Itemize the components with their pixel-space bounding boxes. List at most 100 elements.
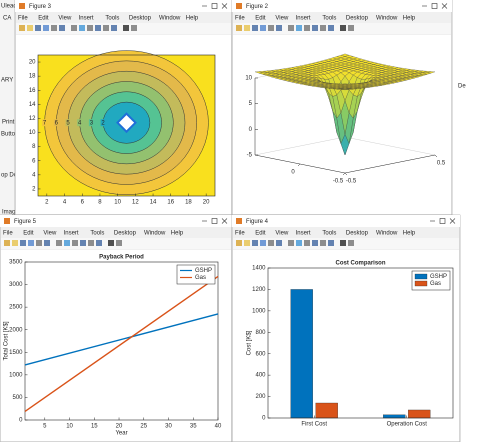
close-button[interactable]	[449, 218, 456, 224]
toolbar-button[interactable]	[276, 25, 282, 31]
toolbar-button[interactable]	[87, 25, 93, 31]
maximize-button[interactable]	[439, 218, 446, 224]
toolbar-button[interactable]	[244, 240, 250, 246]
toolbar-button[interactable]	[296, 240, 302, 246]
menu-item[interactable]: View	[58, 16, 72, 22]
toolbar-button[interactable]	[108, 240, 114, 246]
menu-item[interactable]: View	[275, 231, 289, 237]
toolbar-button[interactable]	[236, 25, 242, 31]
menu-item[interactable]: Help	[171, 231, 184, 237]
toolbar-button[interactable]	[116, 240, 122, 246]
menu-item[interactable]: Tools	[105, 16, 119, 22]
toolbar-button[interactable]	[4, 240, 10, 246]
toolbar-button[interactable]	[56, 240, 62, 246]
toolbar-button[interactable]	[44, 240, 50, 246]
menu-item[interactable]: Help	[186, 16, 199, 22]
toolbar-button[interactable]	[123, 25, 129, 31]
menu-item[interactable]: View	[275, 16, 289, 22]
toolbar-button[interactable]	[35, 25, 41, 31]
toolbar-button[interactable]	[96, 240, 102, 246]
toolbar-button[interactable]	[252, 25, 258, 31]
menu-item[interactable]: Edit	[38, 16, 49, 22]
menu-item[interactable]: Insert	[64, 231, 79, 237]
y-tick-label: 0	[262, 416, 266, 422]
menu-item[interactable]: Desktop	[346, 231, 369, 237]
close-button[interactable]	[221, 218, 228, 224]
toolbar-button[interactable]	[320, 25, 326, 31]
menu-item[interactable]: Window	[376, 16, 398, 22]
toolbar-button[interactable]	[328, 240, 334, 246]
menu-item[interactable]: Tools	[90, 231, 104, 237]
toolbar-button[interactable]	[20, 240, 26, 246]
menu-item[interactable]: Insert	[79, 16, 94, 22]
toolbar-button[interactable]	[27, 25, 33, 31]
toolbar-button[interactable]	[88, 240, 94, 246]
toolbar-button[interactable]	[252, 240, 258, 246]
menu-item[interactable]: Insert	[296, 16, 311, 22]
y-tick-label: 12	[29, 116, 36, 122]
toolbar-button[interactable]	[268, 25, 274, 31]
maximize-button[interactable]	[431, 3, 438, 9]
menu-item[interactable]: File	[3, 231, 13, 237]
menu-item[interactable]: Window	[376, 231, 398, 237]
menu-item[interactable]: Help	[403, 231, 416, 237]
menu-item[interactable]: Edit	[255, 231, 266, 237]
toolbar-button[interactable]	[59, 25, 65, 31]
toolbar-button[interactable]	[111, 25, 117, 31]
toolbar-button[interactable]	[328, 25, 334, 31]
menu-item[interactable]: Insert	[296, 231, 311, 237]
toolbar-button[interactable]	[276, 240, 282, 246]
menu-item[interactable]: File	[235, 231, 245, 237]
toolbar-button[interactable]	[103, 25, 109, 31]
menu-item[interactable]: Edit	[255, 16, 266, 22]
toolbar-button[interactable]	[79, 25, 85, 31]
menu-item[interactable]: Desktop	[129, 16, 152, 22]
menu-item[interactable]: Tools	[322, 231, 336, 237]
menu-item[interactable]: View	[43, 231, 57, 237]
toolbar-button[interactable]	[312, 25, 318, 31]
toolbar-button[interactable]	[348, 25, 354, 31]
toolbar-button[interactable]	[348, 240, 354, 246]
menu-item[interactable]: Desktop	[346, 16, 369, 22]
menu-item[interactable]: File	[18, 16, 28, 22]
maximize-button[interactable]	[211, 218, 218, 224]
maximize-button[interactable]	[211, 3, 218, 9]
toolbar-button[interactable]	[244, 25, 250, 31]
toolbar-button[interactable]	[288, 25, 294, 31]
x-axis-label: Year	[115, 431, 127, 437]
toolbar-button[interactable]	[340, 25, 346, 31]
menu-item[interactable]: Help	[403, 16, 416, 22]
toolbar-button[interactable]	[304, 25, 310, 31]
toolbar-button[interactable]	[268, 240, 274, 246]
toolbar-button[interactable]	[36, 240, 42, 246]
toolbar-button[interactable]	[72, 240, 78, 246]
menu-item[interactable]: File	[235, 16, 245, 22]
menu-item[interactable]: Window	[144, 231, 166, 237]
toolbar-button[interactable]	[296, 25, 302, 31]
toolbar-button[interactable]	[131, 25, 137, 31]
background-label: CA	[3, 16, 11, 22]
toolbar-button[interactable]	[320, 240, 326, 246]
menu-item[interactable]: Tools	[322, 16, 336, 22]
toolbar-button[interactable]	[304, 240, 310, 246]
toolbar-button[interactable]	[288, 240, 294, 246]
menu-item[interactable]: Window	[159, 16, 181, 22]
toolbar-button[interactable]	[64, 240, 70, 246]
toolbar-button[interactable]	[340, 240, 346, 246]
toolbar-button[interactable]	[43, 25, 49, 31]
toolbar-button[interactable]	[95, 25, 101, 31]
toolbar-button[interactable]	[312, 240, 318, 246]
toolbar-button[interactable]	[19, 25, 25, 31]
close-button[interactable]	[441, 3, 448, 9]
toolbar-button[interactable]	[12, 240, 18, 246]
toolbar-button[interactable]	[51, 25, 57, 31]
menu-item[interactable]: Desktop	[114, 231, 137, 237]
close-button[interactable]	[221, 3, 228, 9]
toolbar-button[interactable]	[260, 25, 266, 31]
toolbar-button[interactable]	[236, 240, 242, 246]
toolbar-button[interactable]	[80, 240, 86, 246]
toolbar-button[interactable]	[28, 240, 34, 246]
toolbar-button[interactable]	[260, 240, 266, 246]
toolbar-button[interactable]	[71, 25, 77, 31]
menu-item[interactable]: Edit	[23, 231, 34, 237]
